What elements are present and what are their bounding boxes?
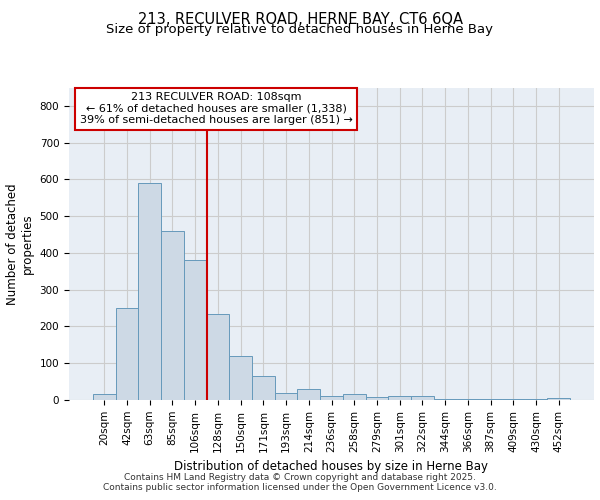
- Bar: [343, 394, 365, 400]
- Text: 213 RECULVER ROAD: 108sqm
← 61% of detached houses are smaller (1,338)
39% of se: 213 RECULVER ROAD: 108sqm ← 61% of detac…: [80, 92, 352, 126]
- Bar: [298, 389, 320, 400]
- Bar: [184, 260, 206, 400]
- Bar: [547, 398, 570, 400]
- Text: 213, RECULVER ROAD, HERNE BAY, CT6 6QA: 213, RECULVER ROAD, HERNE BAY, CT6 6QA: [137, 12, 463, 28]
- Bar: [93, 394, 116, 400]
- Bar: [388, 396, 411, 400]
- Text: Contains HM Land Registry data © Crown copyright and database right 2025.: Contains HM Land Registry data © Crown c…: [124, 472, 476, 482]
- Bar: [434, 399, 457, 400]
- Text: Contains public sector information licensed under the Open Government Licence v3: Contains public sector information licen…: [103, 482, 497, 492]
- Bar: [229, 356, 252, 400]
- Bar: [139, 183, 161, 400]
- Bar: [457, 399, 479, 400]
- Bar: [502, 399, 524, 400]
- Bar: [161, 231, 184, 400]
- Bar: [524, 399, 547, 400]
- Bar: [275, 392, 298, 400]
- Bar: [479, 399, 502, 400]
- Bar: [206, 314, 229, 400]
- Y-axis label: Number of detached
properties: Number of detached properties: [6, 183, 34, 304]
- Text: Size of property relative to detached houses in Herne Bay: Size of property relative to detached ho…: [107, 24, 493, 36]
- Bar: [365, 397, 388, 400]
- Bar: [320, 396, 343, 400]
- Bar: [411, 396, 434, 400]
- Bar: [252, 376, 275, 400]
- Bar: [116, 308, 139, 400]
- X-axis label: Distribution of detached houses by size in Herne Bay: Distribution of detached houses by size …: [175, 460, 488, 473]
